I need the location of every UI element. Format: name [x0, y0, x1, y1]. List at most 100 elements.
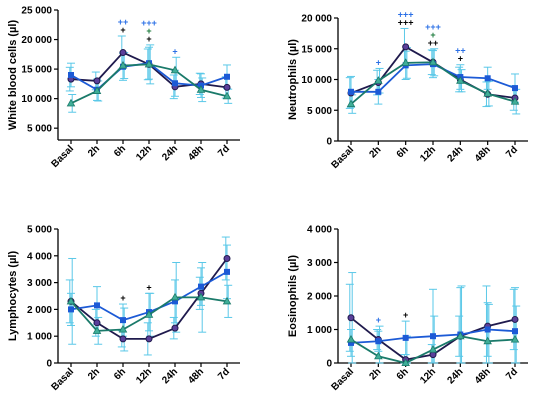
y-axis-label: Neutrophils (µl) — [287, 39, 299, 120]
x-tick-label: 24h — [445, 366, 465, 386]
y-tick-label: 0 — [326, 137, 332, 148]
panel-neutrophils: 0 5 000 10 000 15 000 20 000 Basal 2h 6h 12h 24h 4… — [287, 9, 528, 171]
y-tick-label: 1 000 — [27, 332, 52, 343]
y-tick-label: 5 000 — [27, 124, 52, 135]
data-point — [196, 292, 206, 301]
significance-mark: + — [430, 30, 435, 40]
significance-mark: ++ — [428, 38, 439, 48]
y-tick-label: 3 000 — [307, 258, 332, 269]
x-tick-label: 2h — [86, 366, 102, 382]
data-point — [224, 268, 230, 275]
y-tick-label: 10 000 — [301, 75, 332, 86]
data-point — [92, 86, 102, 94]
y-tick-label: 3 000 — [27, 278, 52, 289]
significance-mark: +++ — [398, 17, 414, 27]
data-point — [172, 80, 178, 87]
data-point — [196, 85, 206, 93]
x-tick-label: 6h — [395, 366, 411, 382]
significance-mark: + — [120, 25, 125, 35]
x-tick-label: Basal — [49, 143, 76, 170]
y-tick-label: 5 000 — [27, 225, 52, 236]
data-point — [375, 338, 382, 345]
data-point — [222, 91, 232, 100]
data-point — [347, 314, 355, 322]
x-tick-label: 24h — [445, 144, 465, 164]
data-point — [93, 77, 101, 85]
significance-mark: + — [120, 293, 125, 303]
x-tick-label: 6h — [112, 366, 128, 382]
significance-mark: + — [403, 310, 408, 320]
data-point — [68, 72, 74, 78]
data-point — [402, 334, 409, 341]
data-point — [118, 324, 128, 333]
data-point — [511, 315, 519, 323]
series-2 — [66, 59, 232, 107]
x-tick-label: 2h — [86, 143, 102, 159]
significance-mark: + — [146, 26, 151, 36]
data-point — [346, 334, 356, 343]
x-tick-label: Basal — [329, 366, 356, 393]
data-point — [94, 302, 100, 309]
x-tick-label: 7d — [504, 366, 520, 382]
x-tick-label: 12h — [134, 143, 154, 163]
data-point — [430, 333, 436, 340]
x-tick-label: 2h — [367, 366, 383, 382]
data-point — [483, 89, 492, 97]
error-bars-series-1 — [67, 46, 231, 101]
series-2 — [346, 331, 520, 367]
data-point — [510, 97, 520, 105]
data-point — [401, 58, 410, 66]
x-tick-label: 48h — [473, 366, 493, 386]
significance-mark: +++ — [398, 9, 414, 19]
y-tick-label: 10 000 — [21, 94, 52, 105]
y-tick-label: 20 000 — [21, 35, 52, 46]
data-point — [119, 335, 127, 343]
data-point — [223, 83, 231, 91]
x-tick-label: Basal — [49, 366, 76, 393]
data-point — [170, 292, 180, 301]
data-point — [510, 334, 520, 343]
y-tick-label: 20 000 — [301, 14, 332, 25]
x-tick-label: 7d — [504, 144, 520, 160]
data-point — [346, 99, 356, 108]
data-point — [171, 324, 179, 332]
data-point — [222, 296, 232, 305]
significance-mark: +++ — [141, 18, 157, 28]
data-point — [144, 310, 154, 318]
significance-marks: +++++++ +++++++++ — [376, 9, 466, 67]
series-2 — [346, 57, 520, 108]
y-axis-label: Eosinophils (µl) — [287, 255, 299, 337]
y-axis-label: Lymphocytes (µl) — [7, 251, 19, 342]
error-bars-series-2 — [68, 44, 233, 113]
data-point — [144, 59, 154, 68]
data-point — [66, 296, 76, 305]
x-tick-label: 48h — [473, 144, 493, 164]
x-tick-label: 24h — [160, 143, 180, 163]
significance-mark: + — [172, 46, 177, 56]
y-tick-label: 4 000 — [307, 225, 332, 236]
x-tick-label: 48h — [186, 143, 206, 163]
data-point — [512, 328, 518, 335]
x-tick-label: 48h — [186, 366, 206, 386]
x-tick-label: 6h — [112, 143, 128, 159]
data-point — [170, 65, 180, 74]
y-tick-label: 15 000 — [301, 44, 332, 55]
data-point — [401, 358, 410, 367]
y-tick-label: 4 000 — [27, 251, 52, 262]
data-point — [428, 57, 438, 66]
data-point — [428, 344, 438, 353]
y-tick-label: 0 — [46, 359, 52, 370]
data-point — [223, 254, 231, 262]
x-tick-label: 7d — [216, 366, 232, 382]
data-point — [512, 85, 518, 92]
significance-mark: +++ — [425, 22, 441, 32]
y-tick-label: 5 000 — [307, 106, 332, 117]
series-2 — [66, 292, 232, 334]
x-tick-label: 6h — [395, 144, 411, 160]
significance-mark: + — [146, 34, 151, 44]
y-tick-label: 1 000 — [307, 325, 332, 336]
x-tick-label: 24h — [160, 366, 180, 386]
data-point — [224, 73, 230, 80]
significance-marks: ++ — [376, 310, 409, 325]
